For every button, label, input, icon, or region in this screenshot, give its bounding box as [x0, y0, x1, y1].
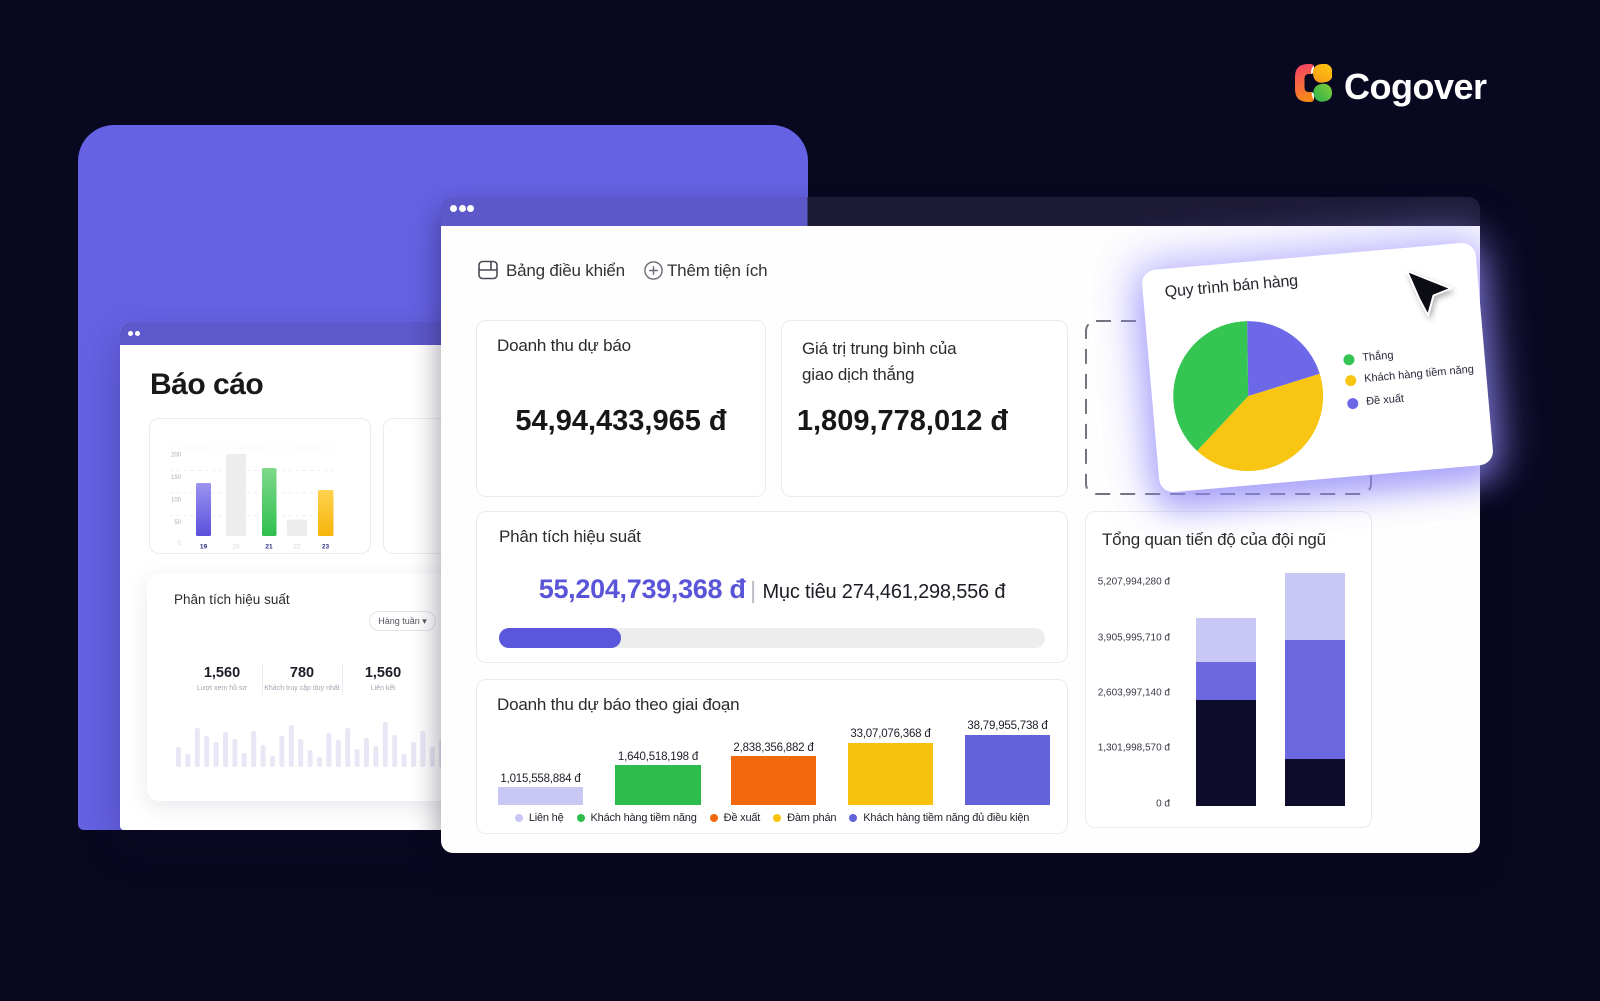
svg-text:19: 19 — [200, 544, 208, 551]
svg-text:22: 22 — [293, 544, 301, 551]
svg-text:150: 150 — [171, 475, 182, 481]
svg-text:0 đ: 0 đ — [1156, 799, 1170, 810]
svg-text:23: 23 — [322, 544, 330, 551]
svg-text:21: 21 — [265, 544, 273, 551]
svg-text:50: 50 — [174, 520, 181, 526]
svg-text:5,207,994,280 đ: 5,207,994,280 đ — [1098, 577, 1171, 588]
svg-text:20: 20 — [232, 544, 240, 551]
svg-text:0: 0 — [178, 541, 182, 547]
svg-text:3,905,995,710 đ: 3,905,995,710 đ — [1098, 633, 1171, 644]
svg-text:100: 100 — [171, 498, 182, 504]
svg-text:2,603,997,140 đ: 2,603,997,140 đ — [1098, 688, 1171, 699]
svg-text:200: 200 — [171, 453, 182, 459]
svg-text:1,301,998,570 đ: 1,301,998,570 đ — [1098, 743, 1171, 754]
